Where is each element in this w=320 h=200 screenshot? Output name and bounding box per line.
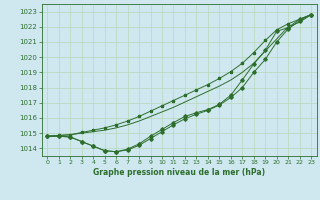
X-axis label: Graphe pression niveau de la mer (hPa): Graphe pression niveau de la mer (hPa) [93,168,265,177]
